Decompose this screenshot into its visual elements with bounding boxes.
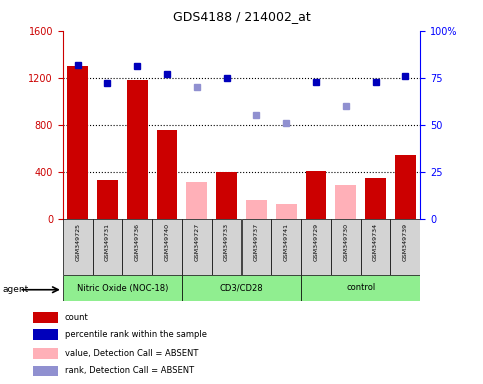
Text: GSM349737: GSM349737 (254, 223, 259, 262)
Text: CD3/CD28: CD3/CD28 (220, 283, 263, 293)
Bar (216, 172, 237, 219)
Bar (306, 170, 327, 219)
Text: GSM349731: GSM349731 (105, 223, 110, 262)
Bar (182, 275, 301, 301)
Bar (182, 219, 212, 275)
Bar (33, 348, 58, 359)
Text: Nitric Oxide (NOC-18): Nitric Oxide (NOC-18) (77, 283, 168, 293)
Bar (33, 329, 58, 340)
Bar (156, 129, 177, 219)
Bar (186, 182, 207, 219)
Bar (97, 180, 118, 219)
Text: value, Detection Call = ABSENT: value, Detection Call = ABSENT (65, 349, 198, 358)
Bar (33, 312, 58, 323)
Bar (122, 219, 152, 275)
Bar (33, 366, 58, 376)
Bar (301, 275, 420, 301)
Bar (67, 66, 88, 219)
Text: GDS4188 / 214002_at: GDS4188 / 214002_at (172, 10, 311, 23)
Text: GSM349733: GSM349733 (224, 223, 229, 262)
Bar (246, 200, 267, 219)
Text: GSM349725: GSM349725 (75, 223, 80, 262)
Text: control: control (346, 283, 375, 293)
Text: count: count (65, 313, 88, 322)
Text: GSM349730: GSM349730 (343, 223, 348, 262)
Bar (331, 219, 361, 275)
Text: agent: agent (2, 285, 28, 295)
Bar (395, 156, 416, 219)
Bar (390, 219, 420, 275)
Text: rank, Detection Call = ABSENT: rank, Detection Call = ABSENT (65, 366, 194, 376)
Text: GSM349739: GSM349739 (403, 223, 408, 262)
Text: GSM349741: GSM349741 (284, 223, 289, 262)
Bar (365, 178, 386, 219)
Text: percentile rank within the sample: percentile rank within the sample (65, 330, 207, 339)
Bar (152, 219, 182, 275)
Bar (212, 219, 242, 275)
Bar (335, 185, 356, 219)
Bar (63, 275, 182, 301)
Bar (361, 219, 390, 275)
Text: GSM349729: GSM349729 (313, 223, 318, 262)
Bar (63, 219, 93, 275)
Bar (301, 219, 331, 275)
Text: GSM349736: GSM349736 (135, 223, 140, 262)
Bar (271, 219, 301, 275)
Text: GSM349727: GSM349727 (194, 223, 199, 262)
Bar (242, 219, 271, 275)
Bar (276, 204, 297, 219)
Text: GSM349734: GSM349734 (373, 223, 378, 262)
Text: GSM349740: GSM349740 (165, 223, 170, 262)
Bar (93, 219, 122, 275)
Bar (127, 80, 148, 219)
